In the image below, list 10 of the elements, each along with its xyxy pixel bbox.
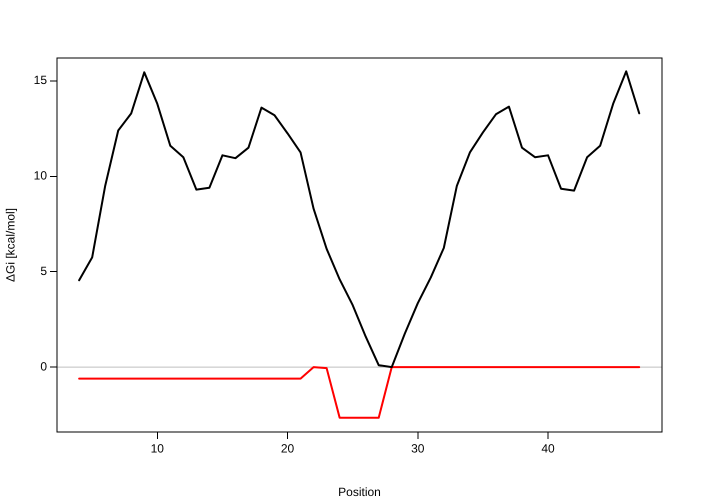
y-tick-label: 5 [40,264,48,278]
y-axis-title: ΔGi [kcal/mol] [4,208,18,282]
x-tick-label: 10 [150,442,164,456]
y-tick-label: 10 [34,168,48,183]
y-tick-label: 0 [40,359,48,374]
x-axis-title: Position [338,485,381,500]
y-tick-label: 15 [34,73,48,88]
x-tick-label: 40 [541,442,556,456]
x-tick-label: 20 [280,442,295,456]
x-tick-label: 30 [411,442,425,456]
